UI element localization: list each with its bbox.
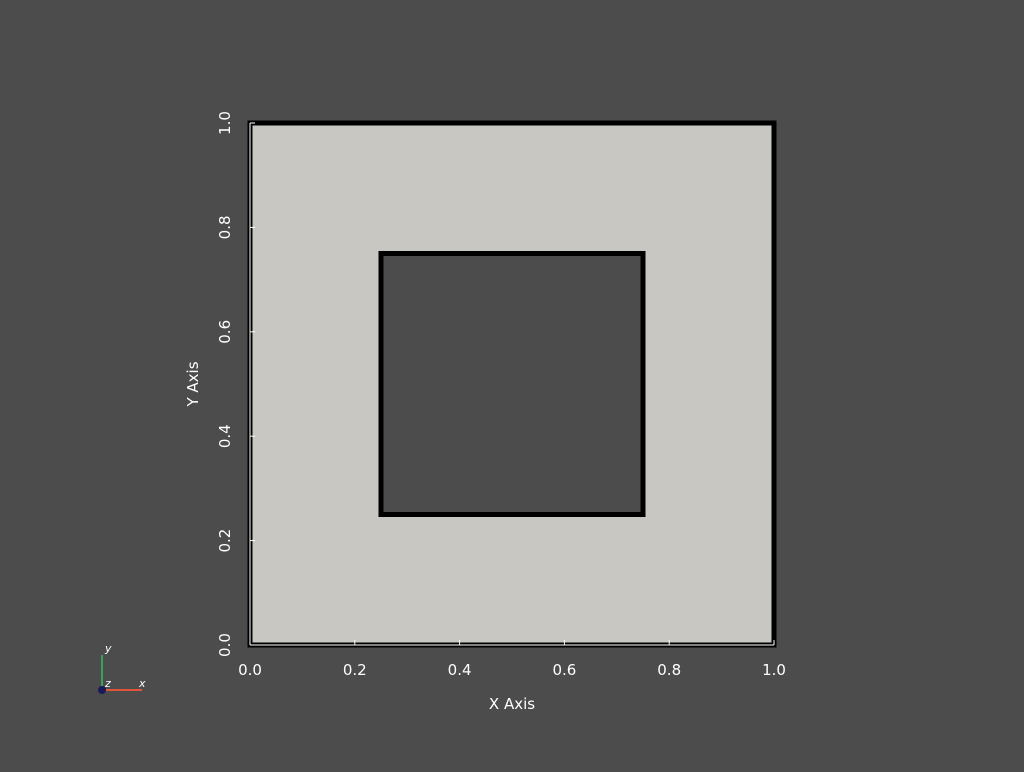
x-tick-label: 0.4 bbox=[448, 661, 472, 679]
orientation-triad: y x z bbox=[98, 642, 146, 694]
y-tick-label: 0.8 bbox=[216, 215, 234, 239]
x-tick-label: 1.0 bbox=[762, 661, 786, 679]
triad-y-label: y bbox=[104, 642, 112, 655]
x-axis-title: X Axis bbox=[489, 695, 535, 713]
axes-layer: 0.0 0.2 0.4 0.6 0.8 1.0 0.0 0.2 0.4 0.6 0.8 1.0 X … bbox=[184, 111, 786, 713]
y-axis-title: Y Axis bbox=[184, 361, 202, 407]
y-tick-label: 0.4 bbox=[216, 424, 234, 448]
x-ticks: 0.0 0.2 0.4 0.6 0.8 1.0 bbox=[238, 640, 786, 679]
x-tick-label: 0.0 bbox=[238, 661, 262, 679]
triad-z-axis bbox=[98, 686, 106, 694]
x-tick-label: 0.6 bbox=[552, 661, 576, 679]
y-tick-label: 0.2 bbox=[216, 529, 234, 553]
triad-x-label: x bbox=[138, 677, 146, 690]
y-tick-label: 0.0 bbox=[216, 633, 234, 657]
x-tick-label: 0.2 bbox=[343, 661, 367, 679]
y-ticks: 0.0 0.2 0.4 0.6 0.8 1.0 bbox=[216, 111, 255, 657]
y-tick-label: 0.6 bbox=[216, 320, 234, 344]
triad-z-label: z bbox=[104, 677, 111, 690]
x-tick-label: 0.8 bbox=[657, 661, 681, 679]
inner-square-hole bbox=[378, 251, 646, 517]
shapes-layer bbox=[247, 120, 777, 648]
y-tick-label: 1.0 bbox=[216, 111, 234, 135]
